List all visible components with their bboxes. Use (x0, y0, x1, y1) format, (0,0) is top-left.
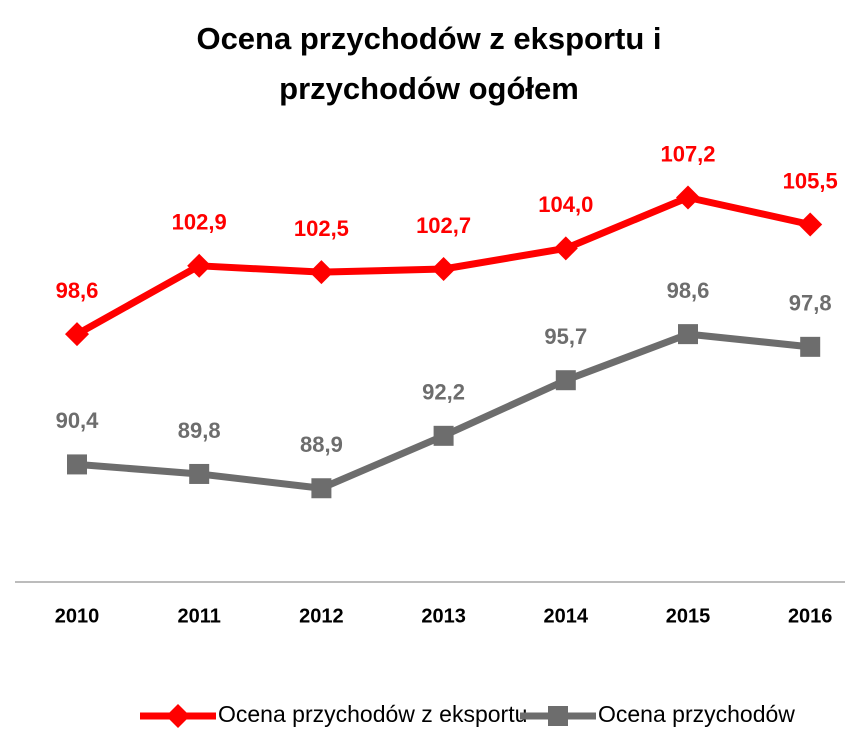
chart-title: Ocena przychodów z eksportu i przychodów… (196, 21, 662, 106)
data-label: 98,6 (667, 278, 710, 303)
data-point (553, 236, 578, 261)
legend-label: Ocena przychodów z eksportu (218, 701, 527, 727)
data-label: 102,7 (416, 213, 471, 238)
data-label: 102,5 (294, 216, 349, 241)
data-label: 97,8 (789, 291, 832, 316)
data-point (431, 256, 456, 281)
data-point (189, 463, 210, 484)
x-tick-label: 2014 (544, 605, 589, 627)
x-tick-label: 2010 (55, 605, 100, 627)
data-label: 90,4 (56, 408, 100, 433)
data-point (67, 454, 87, 475)
data-label: 98,6 (56, 278, 99, 303)
data-point (678, 324, 698, 345)
data-point (433, 425, 454, 446)
legend-marker (548, 706, 568, 726)
data-label: 105,5 (783, 168, 838, 193)
x-tick-label: 2016 (788, 605, 833, 627)
legend-marker (166, 704, 190, 728)
data-point (309, 260, 334, 285)
data-point (798, 212, 823, 237)
legend-label: Ocena przychodów (598, 701, 795, 727)
data-label: 107,2 (660, 141, 715, 166)
data-point (555, 370, 576, 391)
data-point (800, 336, 821, 357)
x-tick-label: 2015 (666, 605, 711, 627)
data-point (187, 253, 212, 278)
data-label: 89,8 (178, 418, 221, 443)
data-point (311, 478, 332, 499)
data-label: 102,9 (172, 210, 227, 235)
data-label: 104,0 (538, 192, 593, 217)
x-tick-label: 2011 (178, 605, 221, 627)
data-point (676, 185, 700, 210)
data-label: 88,9 (300, 432, 343, 457)
x-tick-label: 2013 (421, 605, 466, 627)
data-point (65, 322, 89, 347)
data-label: 92,2 (422, 380, 465, 405)
series-line (76, 330, 811, 492)
data-label: 95,7 (544, 324, 587, 349)
x-tick-label: 2012 (299, 605, 344, 627)
